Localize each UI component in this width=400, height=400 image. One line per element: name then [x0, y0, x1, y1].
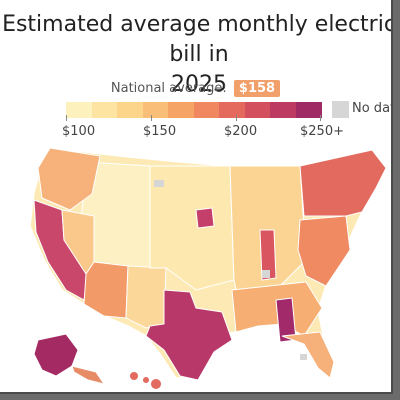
- legend-color-segment: [295, 102, 322, 118]
- legend-color-segment: [270, 102, 296, 118]
- alaska-panhandle: [71, 365, 106, 385]
- legend-color-segment: [219, 102, 245, 118]
- legend-tick-100: $100: [62, 124, 96, 139]
- illinois-highlight: [259, 229, 277, 281]
- hawaii-island: [130, 372, 138, 380]
- us-county-map: [29, 147, 387, 389]
- legend-color-segment: [142, 102, 169, 118]
- legend-tick-250-plus: $250+: [300, 124, 344, 139]
- national-average: National average: $158: [0, 80, 391, 97]
- legend-tick-150: $150: [143, 124, 177, 139]
- map-title: Estimated average monthly electric bill …: [0, 10, 393, 100]
- national-average-value: $158: [233, 80, 281, 97]
- map-card: Estimated average monthly electric bill …: [0, 0, 393, 394]
- legend-color-segment: [91, 102, 118, 118]
- mid-atlantic-region: [297, 215, 351, 287]
- legend-tick-mark: [151, 115, 152, 121]
- no-data-label: No data: [352, 101, 391, 116]
- arizona-region: [83, 261, 129, 319]
- northeast-region: [299, 149, 387, 217]
- hawaii-island: [151, 379, 161, 389]
- new-mexico-region: [125, 265, 167, 329]
- legend-color-segment: [66, 102, 92, 118]
- no-data-patch: [262, 270, 270, 278]
- color-legend-bar: [66, 102, 322, 118]
- legend-tick-200: $200: [224, 124, 258, 139]
- legend-color-segment: [168, 102, 194, 118]
- texas-region: [145, 289, 233, 381]
- hawaii-island: [143, 377, 149, 383]
- alaska-region: [33, 333, 79, 377]
- legend-tick-mark: [66, 115, 67, 121]
- no-data-patch: [300, 354, 307, 360]
- legend-tick-mark: [320, 115, 321, 121]
- no-data-swatch: [332, 101, 349, 118]
- florida-region: [281, 331, 335, 379]
- no-data-patch: [154, 180, 164, 187]
- legend-color-segment: [193, 102, 220, 118]
- legend-color-segment: [117, 102, 143, 118]
- title-line-2: 2025: [171, 72, 227, 97]
- legend-tick-mark: [236, 115, 237, 121]
- title-line-1: Estimated average monthly electric bill …: [2, 12, 393, 67]
- national-average-label: National average:: [110, 81, 227, 96]
- dakota-highlight: [195, 207, 215, 229]
- legend-color-segment: [244, 102, 271, 118]
- pacific-northwest-region: [37, 147, 101, 211]
